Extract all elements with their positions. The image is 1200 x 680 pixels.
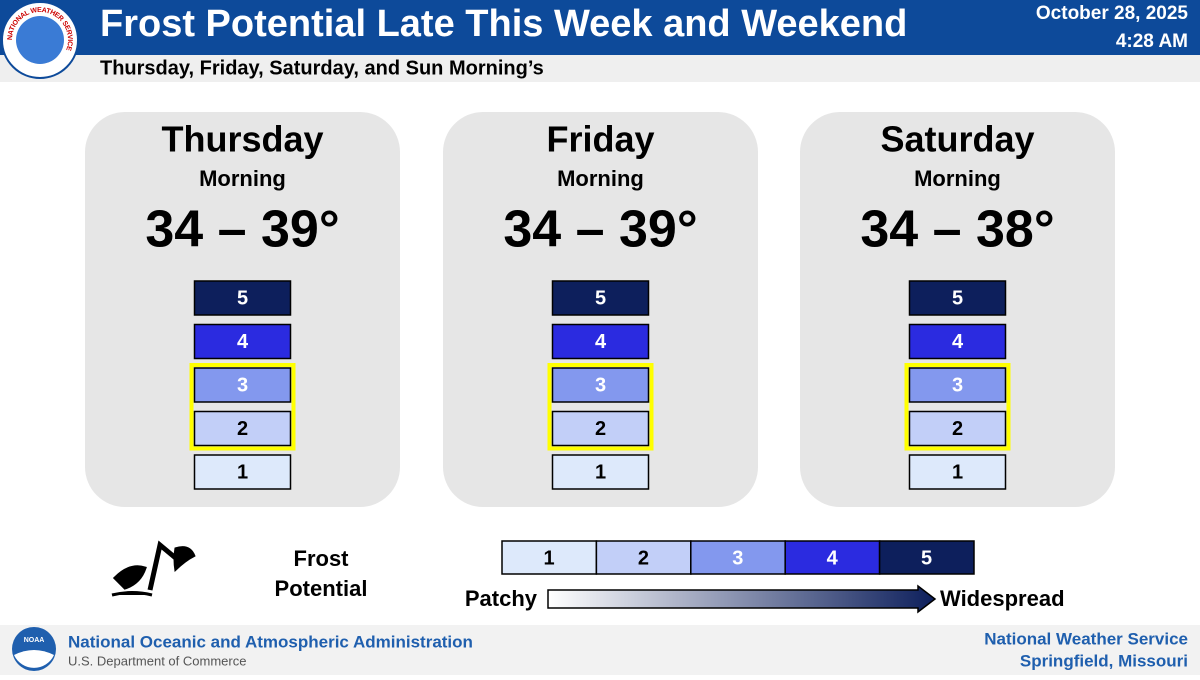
level-box (193, 454, 292, 490)
legend-box (878, 540, 975, 575)
level-box (908, 367, 1007, 403)
legend-box (784, 540, 881, 575)
level-label: 3 (237, 374, 248, 396)
period: Morning (199, 166, 286, 191)
level-label: 5 (595, 287, 606, 309)
level-label: 1 (237, 461, 248, 483)
level-label: 4 (237, 331, 249, 353)
temperature-range: 34 – 39° (503, 201, 697, 259)
legend-label: 2 (638, 547, 649, 569)
level-label: 3 (952, 374, 963, 396)
level-label: 1 (952, 461, 963, 483)
level-box (193, 410, 292, 447)
legend-title: Frost (294, 546, 350, 571)
level-label: 2 (952, 418, 963, 440)
level-box (908, 280, 1007, 316)
level-label: 4 (952, 331, 964, 353)
legend-high: Widespread (940, 586, 1065, 611)
date: October 28, 2025 (1036, 3, 1189, 24)
footer-band (0, 625, 1200, 675)
noaa-logo-text: NOAA (24, 637, 45, 644)
department: U.S. Department of Commerce (68, 653, 246, 668)
level-box (908, 323, 1007, 360)
day: Thursday (161, 119, 323, 160)
office: National Weather Service (984, 629, 1188, 648)
legend-label: 1 (543, 547, 554, 569)
level-label: 5 (237, 287, 248, 309)
subtitle-band (0, 55, 1200, 82)
title: Frost Potential Late This Week and Weeke… (100, 3, 907, 45)
temperature-range: 34 – 38° (860, 201, 1054, 259)
legend-label: 5 (921, 547, 932, 569)
period: Morning (914, 166, 1001, 191)
legend-label: 4 (827, 547, 839, 569)
level-box (193, 280, 292, 316)
level-label: 5 (952, 287, 963, 309)
level-label: 2 (237, 418, 248, 440)
legend-box (501, 540, 598, 575)
level-box (551, 323, 650, 360)
level-box (551, 410, 650, 447)
temperature-range: 34 – 39° (145, 201, 339, 259)
legend-title: Potential (275, 576, 368, 601)
frost-icon (111, 540, 196, 597)
level-box (551, 280, 650, 316)
legend-arrow (547, 584, 937, 614)
office-location: Springfield, Missouri (1020, 651, 1188, 670)
legend-scale: 1 2 3 4 5 (501, 540, 975, 575)
time: 4:28 AM (1116, 31, 1188, 52)
legend-low: Patchy (465, 586, 538, 611)
level-box (551, 454, 650, 490)
level-box (551, 367, 650, 403)
agency: National Oceanic and Atmospheric Adminis… (68, 632, 473, 651)
period: Morning (557, 166, 644, 191)
level-box (908, 410, 1007, 447)
subtitle: Thursday, Friday, Saturday, and Sun Morn… (100, 57, 544, 79)
level-label: 4 (595, 331, 607, 353)
level-box (193, 367, 292, 403)
nws-logo-inner (16, 16, 64, 64)
noaa-logo-wave (14, 650, 54, 668)
day: Saturday (880, 119, 1034, 160)
panels: Thursday Morning 34 – 39° 5 4 3 2 1 Friday Mornin… (85, 112, 1115, 507)
header-band (0, 0, 1200, 55)
legend-label: 3 (732, 547, 743, 569)
level-box (193, 323, 292, 360)
legend-box (595, 540, 692, 575)
level-box (908, 454, 1007, 490)
highlight-box (547, 363, 654, 451)
day: Friday (546, 119, 654, 160)
level-label: 1 (595, 461, 606, 483)
highlight-box (904, 363, 1011, 451)
level-label: 2 (595, 418, 606, 440)
highlight-box (189, 363, 296, 451)
level-label: 3 (595, 374, 606, 396)
